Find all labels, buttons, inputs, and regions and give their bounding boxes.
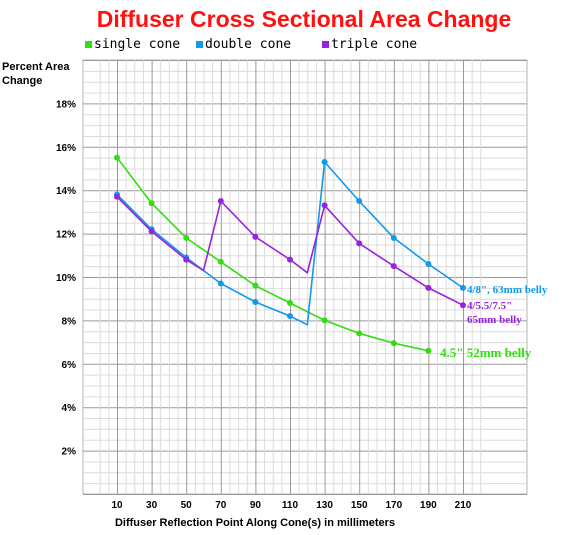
x-tick-label: 110 <box>282 500 299 511</box>
x-tick-labels: 10 30 50 70 90 110 130 150 170 190 210 <box>111 500 471 511</box>
x-tick-label: 130 <box>316 500 333 511</box>
x-axis-label: Diffuser Reflection Point Along Cone(s) … <box>115 517 395 529</box>
data-point <box>460 302 466 309</box>
data-point <box>252 298 259 305</box>
legend-marker <box>85 41 92 48</box>
data-point <box>390 234 397 241</box>
series-layer <box>114 154 466 354</box>
legend-label: triple cone <box>331 37 417 52</box>
x-tick-label: 210 <box>455 500 472 511</box>
data-point <box>183 256 190 263</box>
x-tick-label: 170 <box>385 500 402 511</box>
data-point <box>356 198 363 205</box>
single-cone-end-label: 4.5" 52mm belly <box>440 345 532 360</box>
y-tick-label: 18% <box>56 99 76 110</box>
legend-label: single cone <box>94 37 180 52</box>
x-tick-label: 50 <box>181 500 193 511</box>
series-line <box>116 157 429 352</box>
series-end-labels: 4.5" 52mm belly 4/8", 63mm belly 4/5.5/7.5… <box>440 284 548 360</box>
data-point <box>321 158 328 165</box>
data-point <box>183 234 190 241</box>
legend-marker <box>322 41 329 48</box>
y-tick-label: 16% <box>56 143 76 154</box>
data-point <box>390 340 397 347</box>
y-tick-label: 14% <box>56 186 76 197</box>
y-tick-label: 10% <box>56 273 76 284</box>
data-point <box>217 258 224 265</box>
y-tick-label: 6% <box>62 360 77 371</box>
data-point <box>356 330 363 337</box>
data-point <box>356 240 363 247</box>
data-point <box>321 317 328 324</box>
chart-title: Diffuser Cross Sectional Area Change <box>97 6 512 32</box>
data-point <box>252 282 259 289</box>
data-point <box>287 313 293 320</box>
data-point <box>460 284 466 291</box>
data-point <box>287 256 293 263</box>
triple-cone-end-label-line1: 4/5.5/7.5" <box>467 300 512 312</box>
data-point <box>217 280 224 287</box>
data-point <box>287 300 293 307</box>
x-tick-label: 30 <box>146 500 158 511</box>
y-tick-label: 2% <box>62 447 77 458</box>
x-tick-label: 70 <box>215 500 227 511</box>
y-tick-labels: 2% 4% 6% 8% 10% 12% 14% 16% 18% <box>56 99 76 457</box>
x-tick-label: 90 <box>250 500 262 511</box>
x-tick-label: 150 <box>351 500 368 511</box>
data-point <box>148 228 155 235</box>
data-point <box>425 347 432 354</box>
y-tick-label: 4% <box>62 403 77 414</box>
data-point <box>217 198 224 205</box>
data-point <box>148 200 155 207</box>
data-point <box>114 193 120 200</box>
triple-cone-end-label-line2: 65mm belly <box>467 314 522 326</box>
data-point <box>252 233 259 240</box>
double-cone-end-label: 4/8", 63mm belly <box>467 284 548 296</box>
data-point <box>390 263 397 270</box>
y-tick-label: 12% <box>56 230 76 241</box>
y-axis-label-line1: Percent Area <box>2 61 70 73</box>
x-tick-label: 190 <box>420 500 437 511</box>
grid <box>82 59 528 495</box>
legend: single cone double cone triple cone <box>85 37 417 52</box>
legend-label: double cone <box>205 37 291 52</box>
data-point <box>425 260 432 267</box>
x-tick-label: 10 <box>111 500 123 511</box>
y-axis-label-line2: Change <box>2 75 42 87</box>
y-tick-label: 8% <box>62 316 77 327</box>
legend-marker <box>196 41 203 48</box>
data-point <box>425 284 432 291</box>
data-point <box>114 154 120 161</box>
data-point <box>321 202 328 209</box>
